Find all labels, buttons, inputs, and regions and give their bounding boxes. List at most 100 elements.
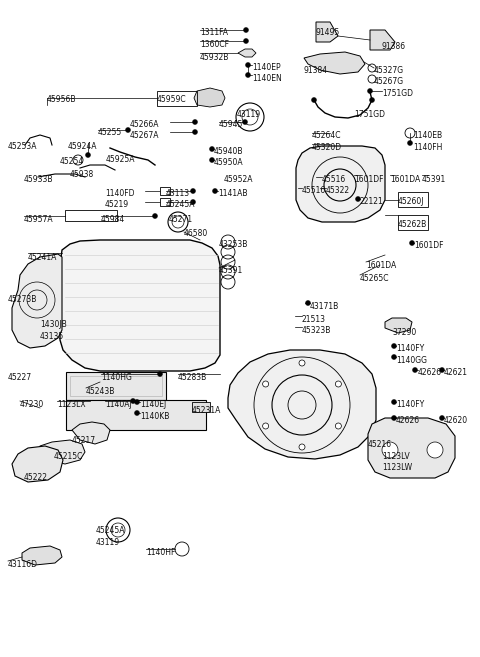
Circle shape — [243, 39, 249, 43]
Text: 1601DA: 1601DA — [366, 261, 396, 270]
Text: 1601DF: 1601DF — [354, 175, 384, 184]
Text: 45265C: 45265C — [360, 274, 389, 283]
Text: 45243B: 45243B — [86, 387, 115, 396]
Circle shape — [336, 423, 341, 429]
Text: 1140AJ: 1140AJ — [105, 400, 132, 409]
Circle shape — [336, 381, 341, 387]
Text: 1751GD: 1751GD — [354, 110, 385, 119]
Circle shape — [263, 423, 269, 429]
Text: 45925A: 45925A — [106, 155, 135, 164]
Circle shape — [408, 141, 412, 145]
Text: 91386: 91386 — [382, 42, 406, 51]
Text: 45231A: 45231A — [192, 406, 221, 415]
Polygon shape — [385, 318, 412, 333]
Text: 45267A: 45267A — [130, 131, 159, 140]
Text: 45217: 45217 — [72, 436, 96, 445]
Circle shape — [242, 120, 248, 124]
Polygon shape — [370, 30, 395, 50]
Bar — [398, 215, 428, 230]
Text: 1140EB: 1140EB — [413, 131, 442, 140]
Circle shape — [90, 396, 100, 406]
Text: 45264C: 45264C — [312, 131, 341, 140]
Circle shape — [368, 75, 376, 83]
Circle shape — [209, 158, 215, 162]
Text: 45945: 45945 — [219, 120, 243, 129]
Text: 45516: 45516 — [322, 175, 346, 184]
Circle shape — [370, 97, 374, 102]
Text: 45959C: 45959C — [157, 95, 187, 104]
Text: 45938: 45938 — [70, 170, 94, 179]
Text: 45245A: 45245A — [96, 526, 125, 535]
Text: 45267G: 45267G — [374, 77, 404, 86]
Text: 45924A: 45924A — [68, 142, 97, 151]
Circle shape — [245, 62, 251, 68]
Text: 1140FY: 1140FY — [396, 400, 424, 409]
Text: 42626: 42626 — [396, 416, 420, 425]
Text: 1140EP: 1140EP — [252, 63, 281, 72]
Text: 42621: 42621 — [444, 368, 468, 377]
Text: 1123LW: 1123LW — [382, 463, 412, 472]
Text: 45260J: 45260J — [398, 197, 424, 206]
Text: 45323B: 45323B — [302, 326, 331, 335]
Text: 45222: 45222 — [24, 473, 48, 482]
Text: 45227: 45227 — [8, 373, 32, 382]
Text: 1140HF: 1140HF — [146, 548, 175, 557]
Text: 47230: 47230 — [20, 400, 44, 409]
Text: 1140FH: 1140FH — [413, 143, 443, 152]
Circle shape — [263, 381, 269, 387]
Circle shape — [382, 442, 398, 458]
Text: 42626: 42626 — [418, 368, 442, 377]
Text: 45516: 45516 — [302, 186, 326, 195]
Circle shape — [134, 411, 140, 415]
Polygon shape — [12, 254, 62, 348]
Text: 1140GG: 1140GG — [396, 356, 427, 365]
Text: 45957A: 45957A — [24, 215, 54, 224]
Bar — [160, 187, 170, 195]
Text: 45320D: 45320D — [312, 143, 342, 152]
Text: 1140HG: 1140HG — [101, 373, 132, 382]
Circle shape — [191, 200, 195, 204]
Text: 91495: 91495 — [316, 28, 340, 37]
Text: 45933B: 45933B — [24, 175, 53, 184]
Text: 45391: 45391 — [219, 266, 243, 275]
Circle shape — [312, 97, 316, 102]
Text: 1601DF: 1601DF — [414, 241, 444, 250]
Circle shape — [192, 120, 197, 124]
Polygon shape — [238, 49, 256, 57]
Circle shape — [191, 189, 195, 194]
Text: 42620: 42620 — [444, 416, 468, 425]
Bar — [66, 372, 166, 400]
Circle shape — [153, 214, 157, 219]
Text: 45266A: 45266A — [130, 120, 159, 129]
Circle shape — [192, 129, 197, 135]
Circle shape — [305, 300, 311, 306]
Circle shape — [209, 147, 215, 152]
Text: 43171B: 43171B — [310, 302, 339, 311]
Text: 1430JB: 1430JB — [40, 320, 67, 329]
Polygon shape — [368, 418, 455, 478]
Text: 43116D: 43116D — [8, 560, 38, 569]
Text: 45956B: 45956B — [47, 95, 76, 104]
Circle shape — [368, 64, 376, 72]
Circle shape — [392, 355, 396, 359]
Circle shape — [356, 196, 360, 202]
Circle shape — [131, 399, 135, 403]
Text: 45984: 45984 — [101, 215, 125, 224]
Polygon shape — [60, 240, 220, 371]
Bar — [66, 400, 206, 430]
Circle shape — [175, 542, 189, 556]
Circle shape — [299, 360, 305, 366]
Text: 22121: 22121 — [360, 197, 384, 206]
Text: 45253A: 45253A — [8, 142, 37, 151]
Text: 1141AB: 1141AB — [218, 189, 248, 198]
Polygon shape — [304, 52, 365, 74]
Circle shape — [409, 240, 415, 246]
Text: 1601DA: 1601DA — [390, 175, 420, 184]
Circle shape — [73, 155, 83, 165]
Text: 45216: 45216 — [368, 440, 392, 449]
Text: 45932B: 45932B — [200, 53, 229, 62]
Circle shape — [392, 344, 396, 348]
Polygon shape — [72, 422, 110, 444]
Circle shape — [245, 72, 251, 78]
Circle shape — [213, 189, 217, 194]
